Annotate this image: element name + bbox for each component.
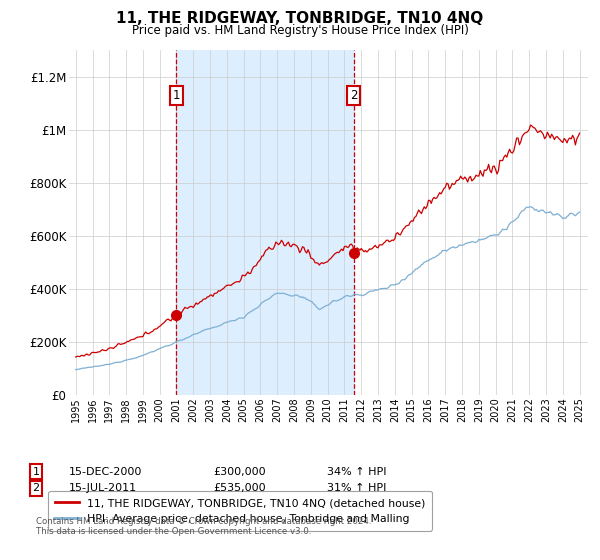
Text: 2: 2 — [350, 88, 357, 102]
Text: 11, THE RIDGEWAY, TONBRIDGE, TN10 4NQ: 11, THE RIDGEWAY, TONBRIDGE, TN10 4NQ — [116, 11, 484, 26]
Text: Contains HM Land Registry data © Crown copyright and database right 2024.: Contains HM Land Registry data © Crown c… — [36, 517, 371, 526]
Text: £535,000: £535,000 — [213, 483, 266, 493]
Text: 2: 2 — [32, 483, 40, 493]
Text: 1: 1 — [32, 466, 40, 477]
Bar — [176, 50, 353, 395]
Text: This data is licensed under the Open Government Licence v3.0.: This data is licensed under the Open Gov… — [36, 528, 311, 536]
Text: 34% ↑ HPI: 34% ↑ HPI — [327, 466, 386, 477]
Text: 1: 1 — [173, 88, 180, 102]
Text: 31% ↑ HPI: 31% ↑ HPI — [327, 483, 386, 493]
Text: 15-DEC-2000: 15-DEC-2000 — [69, 466, 142, 477]
Legend: 11, THE RIDGEWAY, TONBRIDGE, TN10 4NQ (detached house), HPI: Average price, deta: 11, THE RIDGEWAY, TONBRIDGE, TN10 4NQ (d… — [49, 491, 433, 530]
Text: Price paid vs. HM Land Registry's House Price Index (HPI): Price paid vs. HM Land Registry's House … — [131, 24, 469, 36]
Text: £300,000: £300,000 — [213, 466, 266, 477]
Text: 15-JUL-2011: 15-JUL-2011 — [69, 483, 137, 493]
